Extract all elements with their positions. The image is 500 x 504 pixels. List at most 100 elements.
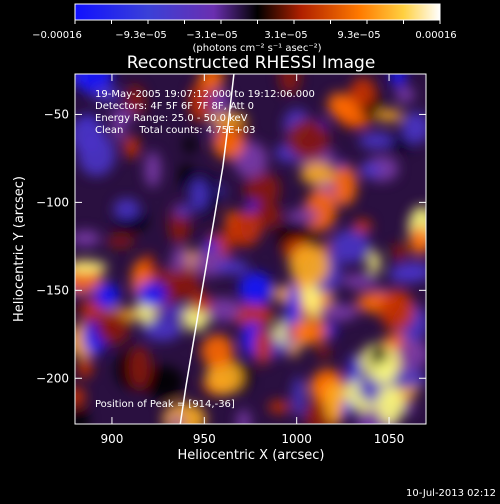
heatmap-blob [75,116,105,153]
info-peak-position: Position of Peak = [914,-36] [95,399,235,410]
heatmap-blob [286,118,330,160]
heatmap-blob [75,230,101,247]
heatmap-blob [231,302,274,328]
heatmap-blob [208,89,231,114]
heatmap-blob [110,108,135,122]
heatmap-blob [342,273,378,290]
heatmap-blob [268,400,290,414]
colorbar-tick-label-1: −9.3e−05 [115,30,167,41]
y-tick-label: −100 [36,195,69,209]
heatmap-blob [113,198,140,220]
heatmap-blob [395,86,415,104]
heatmap-blob [289,245,329,287]
colorbar-tick-label-3: 3.1e−05 [264,30,307,41]
heatmap-blob [359,162,381,178]
colorbar-tick-label-5: 0.00016 [415,30,456,41]
heatmap-blob [279,74,301,95]
heatmap-blob [106,235,135,248]
heatmap-blob [174,204,193,217]
heatmap-blob [225,210,263,247]
chart-title: Reconstructed RHESSI Image [127,53,376,73]
heatmap-blob [212,128,245,160]
x-tick-label: 1000 [281,432,312,446]
heatmap-blob [327,92,349,118]
colorbar: −0.00016 −9.3e−05 −3.1e−05 3.1e−05 9.3e−… [32,3,457,54]
heatmap-blob [388,264,421,283]
heatmap-blob [94,282,120,310]
heatmap-image [75,74,426,424]
heatmap-blob [287,282,301,325]
info-energy-range: Energy Range: 25.0 - 50.0 keV [95,113,248,124]
heatmap-blob [189,81,213,122]
heatmap-blob [375,109,403,122]
heatmap-blob [253,326,272,365]
heatmap-blob [292,376,305,418]
heatmap-blob [128,345,152,390]
y-axis-label: Heliocentric Y (arcsec) [12,176,27,322]
heatmap-blob [75,386,86,406]
plot-frame [74,73,427,425]
heatmap-blob [379,289,415,332]
colorbar-tick-label-4: 9.3e−05 [337,30,380,41]
y-tick-label: −200 [36,371,69,385]
heatmap-blob [317,343,330,359]
heatmap-blob [289,319,329,345]
heatmap-blob [204,297,242,323]
heatmap-blob [300,162,336,186]
heatmap-blob [208,113,248,126]
heatmap-blob [75,405,89,424]
colorbar-tick-label-0: −0.00016 [32,30,82,41]
heatmap-blob [353,219,372,234]
info-detectors: Detectors: 4F 5F 6F 7F 8F, Att 0 [95,101,254,112]
x-tick-label: 950 [193,432,216,446]
solar-limb-curve [179,74,235,424]
colorbar-units: (photons cm⁻² s⁻¹ asec⁻²) [192,43,321,54]
heatmap-blob [92,86,121,103]
heatmap-blob [96,310,130,345]
heatmap-blob [347,354,361,374]
info-time-range: 19-May-2005 19:07:12.000 to 19:12:06.000 [95,89,315,100]
heatmap-blob [144,151,161,188]
heatmap-blob [390,74,407,87]
info-counts: Clean Total counts: 4.75E+03 [95,125,255,136]
colorbar-ticks [74,20,441,24]
x-tick-label: 1050 [374,432,405,446]
heatmap-blob [124,85,146,118]
heatmap-blob [332,164,357,206]
heatmap-blob [401,111,426,144]
heatmap-blob [236,409,251,424]
y-tick-label: −150 [36,283,69,297]
x-axis-label: Heliocentric X (arcsec) [178,448,325,463]
heatmap-blob [183,136,197,154]
heatmap-blob [409,226,426,256]
heatmap-blob [330,229,371,264]
image-info: 19-May-2005 19:07:12.000 to 19:12:06.000… [95,89,315,410]
heatmap-blob [371,360,396,385]
heatmap-blob [179,163,194,188]
heatmap-blob [238,272,273,306]
heatmap-blob [324,380,345,424]
heatmap-blob [75,260,108,274]
heatmap-blob [376,385,404,424]
y-tick-label: −50 [44,107,69,121]
heatmap-blob [190,178,209,211]
heatmap-blob [158,304,186,317]
heatmap-blob [401,401,415,416]
heatmap-blob [368,250,381,274]
heatmap-blob [215,259,249,275]
colorbar-tick-label-2: −3.1e−05 [186,30,238,41]
heatmap-blob [205,359,243,395]
heatmap-blob [349,77,377,108]
heatmap-blob [77,358,93,379]
x-tick-label: 900 [100,432,123,446]
footer-date: 10-Jul-2013 02:12 [406,488,496,499]
heatmap-blob [142,316,183,342]
heatmap-blob [144,365,184,400]
heatmap-blob [201,334,234,368]
heatmap-blob [123,135,140,159]
heatmap-blob [286,208,319,223]
x-axis-ticks: 900 950 1000 1050 [100,74,404,446]
heatmap-blob [358,132,394,150]
colorbar-gradient [74,3,441,21]
y-axis-ticks: −50 −100 −150 −200 [36,107,426,385]
